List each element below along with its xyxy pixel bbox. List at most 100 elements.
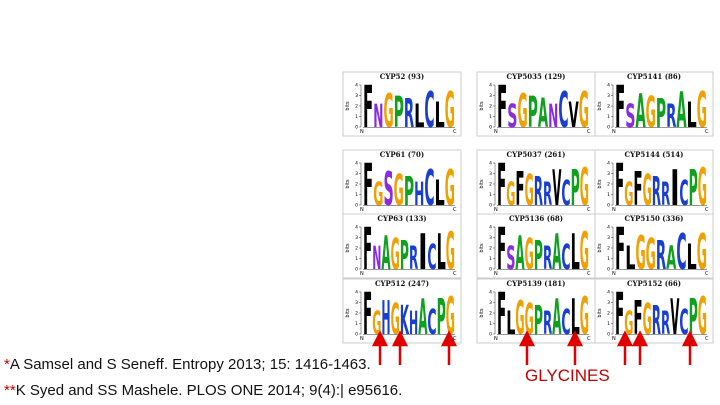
panel-frame [342, 149, 462, 215]
axis-label: bits [345, 179, 351, 189]
logo-letter: C [427, 304, 436, 344]
axis-start: N [612, 129, 616, 135]
logo-letter: A [666, 239, 676, 276]
logo-letter: G [525, 228, 534, 279]
axis-label: bits [345, 308, 351, 318]
logo-letter: R [409, 240, 418, 277]
tick-label: 1 [607, 192, 610, 198]
logo-letter: I [670, 161, 679, 217]
axis-end: C [705, 207, 709, 213]
panel-frame [476, 71, 596, 137]
logo-letter: L [687, 238, 697, 278]
logo-letter: H [381, 292, 390, 345]
logo-letter: G [383, 85, 393, 139]
axis-start: N [612, 207, 616, 213]
tick-label: 2 [489, 104, 492, 110]
axis-start: N [612, 271, 616, 277]
axis-label: bits [597, 308, 603, 318]
axis-end: C [453, 336, 457, 342]
logo-letter: F [363, 215, 372, 283]
logo-letter: H [414, 175, 424, 212]
logo-letter: R [656, 233, 666, 280]
panel-frame [594, 71, 714, 137]
logo-letter: G [579, 82, 589, 139]
tick-label: 2 [355, 104, 358, 110]
arrow [440, 330, 458, 365]
logo-letter: P [689, 161, 698, 217]
panel-frame [476, 149, 596, 215]
axis-label: bits [479, 101, 485, 111]
axis-end: C [587, 129, 591, 135]
reference: **K Syed and SS Mashele. PLOS ONE 2014; … [4, 382, 402, 399]
logo-letter: C [427, 239, 436, 279]
tick-label: 0 [607, 267, 610, 273]
tick-label: 0 [607, 203, 610, 209]
tick-label: 0 [489, 267, 492, 273]
axis-start: N [360, 129, 364, 135]
logo-letter: L [506, 305, 515, 342]
tick-label: 3 [489, 93, 492, 99]
logo-letter: K [400, 298, 410, 345]
logo-letter: G [525, 164, 534, 215]
logo-letter: C [424, 82, 434, 139]
arrow [371, 330, 389, 365]
logo-letter: F [615, 151, 624, 219]
panel-title: CYP61 (70) [380, 150, 424, 159]
panel-title: CYP5035 (129) [507, 72, 566, 81]
logo-letter: V [552, 161, 561, 217]
tick-label: 2 [489, 311, 492, 317]
logo-letter: G [515, 292, 524, 345]
tick-label: 4 [607, 83, 610, 89]
logo-letter: G [391, 293, 400, 344]
logo-letter: P [689, 290, 698, 346]
tick-label: 2 [355, 311, 358, 317]
logo-letter: A [381, 227, 390, 280]
axis-end: C [453, 207, 457, 213]
logo-letter: G [394, 165, 404, 216]
logo-letter: R [543, 176, 552, 213]
tick-label: 0 [607, 332, 610, 338]
tick-label: 2 [489, 182, 492, 188]
tick-label: 0 [489, 203, 492, 209]
panel-title: CYP5150 (336) [625, 214, 684, 223]
tick-label: 3 [355, 171, 358, 177]
logo-letter: C [558, 82, 568, 139]
tick-label: 2 [355, 246, 358, 252]
logo-letter: L [435, 96, 445, 136]
logo-letter: F [497, 280, 506, 348]
axis-end: C [705, 129, 709, 135]
tick-label: 4 [489, 290, 492, 296]
logo-letter: R [652, 169, 661, 216]
logo-letter: G [445, 82, 455, 139]
logo-letter: V [569, 96, 579, 136]
logo-letter: A [635, 85, 645, 139]
logo-letter: F [515, 163, 524, 216]
logo-letter: G [446, 221, 455, 281]
tick-label: 1 [489, 321, 492, 327]
axis-end: C [587, 271, 591, 277]
tick-label: 2 [607, 182, 610, 188]
tick-label: 3 [355, 300, 358, 306]
tick-label: 0 [607, 125, 610, 131]
logo-letter: R [666, 97, 676, 134]
axis-label: bits [597, 243, 603, 253]
reference-text: K Syed and SS Mashele. PLOS ONE 2014; 9(… [15, 382, 403, 399]
logo-letter: V [670, 290, 679, 346]
logo-letter: A [418, 290, 427, 346]
tick-label: 3 [355, 235, 358, 241]
axis-start: N [360, 336, 364, 342]
tick-label: 3 [607, 93, 610, 99]
tick-label: 1 [607, 321, 610, 327]
tick-label: 0 [355, 267, 358, 273]
logo-letter: S [625, 97, 635, 134]
tick-label: 1 [489, 114, 492, 120]
logo-letter: G [506, 176, 515, 213]
logo-letter: I [418, 225, 427, 281]
axis-end: C [587, 207, 591, 213]
logo-letter: L [687, 96, 697, 136]
